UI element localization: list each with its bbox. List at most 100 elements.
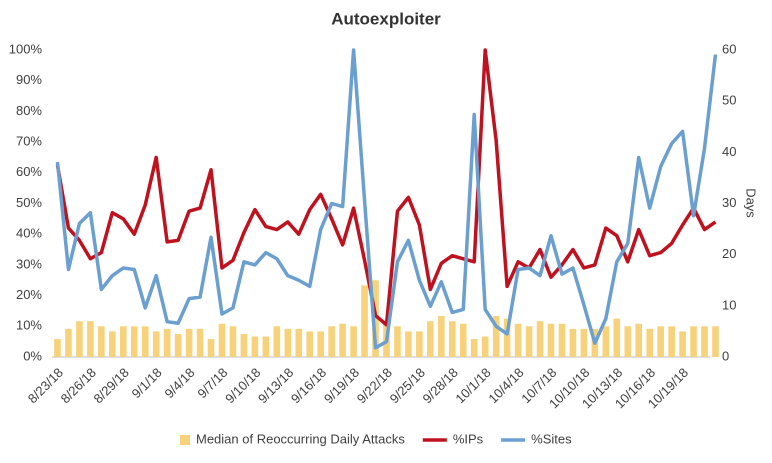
bar <box>635 323 643 357</box>
y-tick-label: 70% <box>16 134 42 149</box>
bar <box>273 326 281 357</box>
bar <box>174 333 182 357</box>
bar <box>558 323 566 357</box>
x-tick-label: 9/25/18 <box>387 365 428 406</box>
y2-tick-label: 60 <box>722 41 736 56</box>
bar <box>350 326 357 357</box>
bar <box>284 328 292 357</box>
bar <box>87 321 94 357</box>
bar <box>218 323 226 357</box>
bar <box>690 326 697 357</box>
y2-tick-label: 30 <box>722 195 736 210</box>
x-tick-label: 8/26/18 <box>58 365 99 406</box>
bar <box>130 326 138 357</box>
line <box>55 48 717 327</box>
x-tick-label: 9/13/18 <box>255 365 296 406</box>
bar <box>339 323 346 357</box>
bar <box>536 321 544 357</box>
bar <box>295 328 303 357</box>
bar <box>405 331 412 357</box>
bar <box>547 323 555 357</box>
bar <box>262 336 270 357</box>
y2-tick-label: 20 <box>722 246 736 261</box>
bar <box>372 280 379 357</box>
y-tick-label: 90% <box>16 72 42 87</box>
y2-tick-label: 40 <box>722 144 736 159</box>
y2-tick-label: 10 <box>722 297 736 312</box>
x-tick-label: 9/16/18 <box>288 365 329 406</box>
bar <box>196 328 204 357</box>
x-tick-label: 9/28/18 <box>420 365 461 406</box>
bar <box>427 321 434 357</box>
bar <box>240 333 248 357</box>
bar <box>613 318 621 357</box>
bar <box>394 326 401 357</box>
bar <box>141 326 149 357</box>
bar <box>459 323 467 357</box>
y-tick-label: 20% <box>16 287 42 302</box>
bar <box>76 321 83 357</box>
x-tick-label: 8/29/18 <box>91 365 132 406</box>
bar <box>229 326 237 357</box>
x-tick-label: 8/23/18 <box>25 365 66 406</box>
bar <box>470 339 478 357</box>
y-tick-label: 100% <box>9 41 43 56</box>
bar <box>185 328 193 357</box>
y-tick-label: 80% <box>16 103 42 118</box>
bar <box>679 331 686 357</box>
y-tick-label: 40% <box>16 226 42 241</box>
y2-tick-label: 50 <box>722 93 736 108</box>
bar <box>152 331 160 357</box>
x-tick-label: 9/4/18 <box>161 365 197 401</box>
line <box>55 48 718 350</box>
legend-swatch <box>180 435 190 445</box>
x-tick-label: 9/19/18 <box>321 365 362 406</box>
x-tick-label: 9/22/18 <box>354 365 395 406</box>
bar <box>657 326 664 357</box>
y2-axis-label: Days <box>744 188 759 218</box>
x-tick-label: 10/1/18 <box>452 365 493 406</box>
bar <box>624 326 632 357</box>
bar <box>646 328 653 357</box>
bar <box>481 336 489 357</box>
bar <box>54 339 61 357</box>
bar <box>712 326 719 357</box>
bar <box>98 326 105 357</box>
chart-title: Autoexploiter <box>331 9 441 28</box>
y-tick-label: 30% <box>16 256 42 271</box>
bar <box>701 326 708 357</box>
bar <box>65 328 72 357</box>
x-tick-label: 9/10/18 <box>222 365 263 406</box>
bar <box>163 328 171 357</box>
bar <box>317 331 324 357</box>
y-tick-label: 60% <box>16 164 42 179</box>
bar <box>525 326 533 357</box>
bar <box>361 285 368 357</box>
bar <box>492 316 500 357</box>
bar <box>448 321 456 357</box>
bar <box>438 316 445 357</box>
bar <box>416 331 423 357</box>
bar <box>580 328 588 357</box>
bar <box>503 318 511 357</box>
bar <box>207 339 215 357</box>
bar <box>668 326 675 357</box>
x-tick-label: 9/1/18 <box>129 365 165 401</box>
legend-label: %Sites <box>531 431 572 446</box>
bar <box>119 326 127 357</box>
legend-label: %IPs <box>453 431 484 446</box>
y-tick-label: 50% <box>16 195 42 210</box>
y-tick-label: 0% <box>23 348 42 363</box>
bar <box>569 328 577 357</box>
bar <box>109 331 116 357</box>
bar <box>602 326 610 357</box>
x-tick-label: 10/4/18 <box>485 365 526 406</box>
bar <box>306 331 314 357</box>
bar <box>514 323 522 357</box>
bar <box>251 336 259 357</box>
legend-label: Median of Reoccurring Daily Attacks <box>196 431 405 446</box>
y-tick-label: 10% <box>16 318 42 333</box>
y2-tick-label: 0 <box>722 348 729 363</box>
bar <box>328 326 335 357</box>
